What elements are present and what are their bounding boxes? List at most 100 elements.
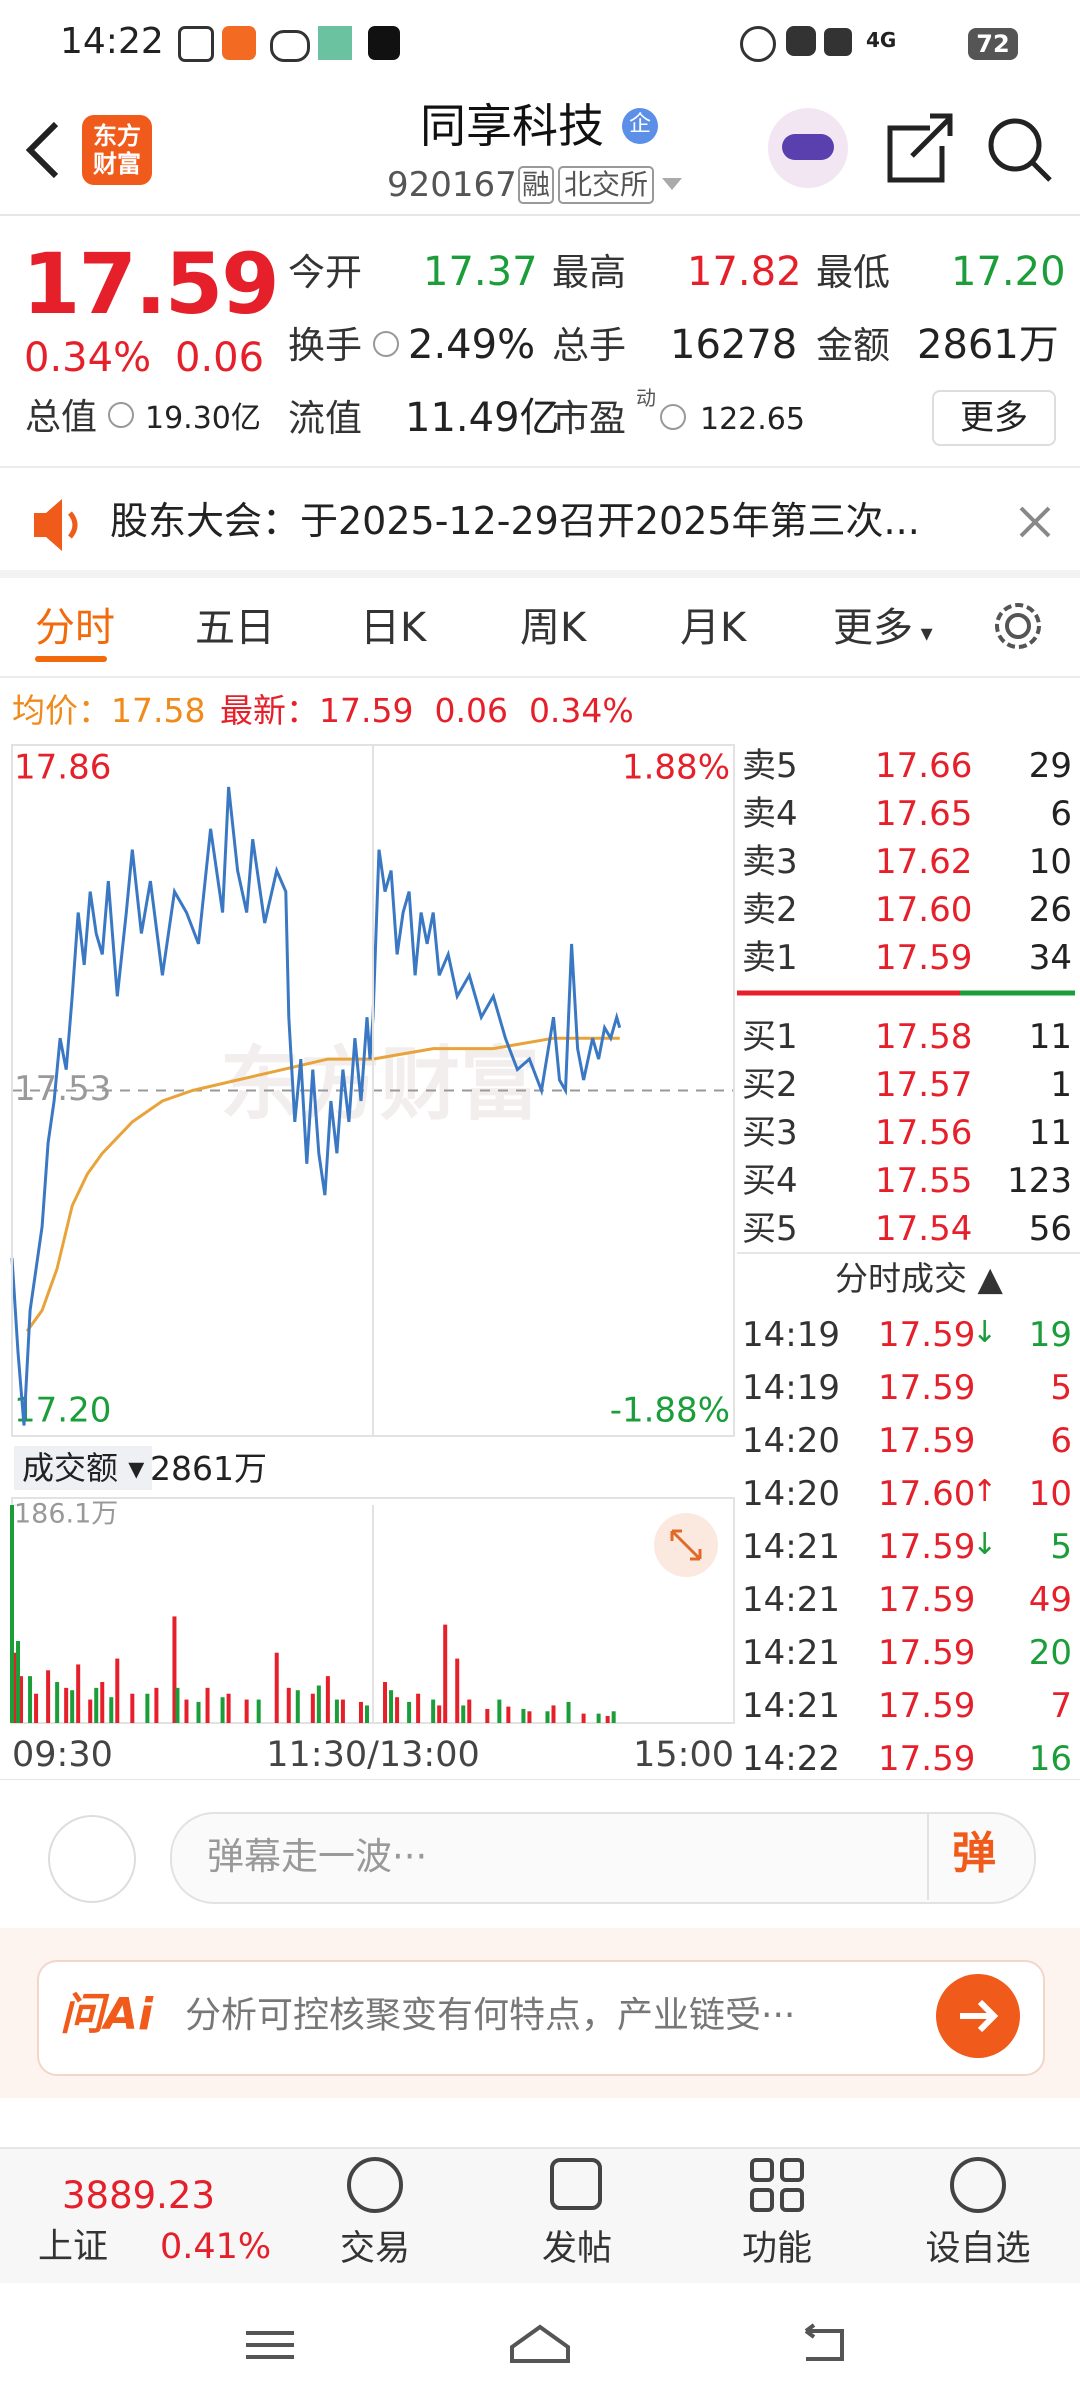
nav-item[interactable]: 交易	[339, 2229, 410, 2269]
home-key[interactable]	[510, 2324, 570, 2363]
share-icon[interactable]	[887, 113, 953, 183]
comment-icon[interactable]	[48, 1815, 136, 1903]
book-label: 买2	[742, 1065, 798, 1105]
volume-bar	[13, 1652, 18, 1723]
field-value: 2.49%	[408, 322, 536, 368]
expand-icon	[670, 1529, 702, 1561]
info-icon[interactable]	[108, 402, 134, 428]
book-price: 17.56	[875, 1113, 973, 1153]
back-icon[interactable]	[25, 121, 59, 179]
volume-bar	[455, 1658, 460, 1723]
volume-bar	[431, 1699, 436, 1723]
book-volume: 11	[1028, 1017, 1072, 1057]
index-value[interactable]: 3889.23	[62, 2174, 216, 2217]
volume-bar	[76, 1664, 81, 1723]
last-change-pct: 0.34%	[528, 691, 634, 730]
tab[interactable]: 月K	[680, 605, 747, 651]
info-icon[interactable]	[373, 331, 399, 357]
trade-price: 17.59	[878, 1633, 976, 1673]
speaker-icon	[34, 499, 78, 551]
last-value: 17.59	[319, 691, 414, 730]
volume-bar	[244, 1699, 249, 1723]
settings-icon[interactable]	[990, 598, 1046, 654]
func-icon	[780, 2188, 804, 2212]
tab[interactable]: 周K	[520, 605, 587, 651]
trade-price: 17.59	[878, 1686, 976, 1726]
volume-bar	[94, 1687, 99, 1723]
book-price: 17.59	[875, 938, 973, 978]
volume-bar	[310, 1693, 315, 1723]
ai-send[interactable]	[933, 1971, 1023, 2061]
trade-volume: 20	[1028, 1633, 1072, 1673]
tab[interactable]: 日K	[360, 605, 427, 651]
book-label: 卖1	[742, 938, 798, 978]
volume-bar	[485, 1708, 490, 1723]
trade-price: 17.60	[878, 1474, 976, 1514]
post-icon	[550, 2158, 602, 2210]
search-handle	[1031, 161, 1052, 182]
logo-bg	[82, 115, 152, 185]
volume-bar	[389, 1690, 394, 1723]
volume-bar	[34, 1693, 39, 1723]
trades-title: 分时成交 ▲	[835, 1259, 1003, 1298]
danmu-button[interactable]: 弹	[952, 1828, 996, 1879]
volume-bar	[196, 1701, 201, 1723]
y2-tick-label: -1.88%	[610, 1391, 730, 1431]
volume-bar	[443, 1624, 448, 1723]
close-icon[interactable]	[1015, 502, 1055, 542]
tab[interactable]: 分时	[35, 605, 115, 651]
volume-bar	[340, 1699, 345, 1723]
y-tick-label: 17.86	[14, 748, 111, 788]
book-label: 卖3	[742, 842, 798, 882]
nav-item[interactable]: 设自选	[925, 2229, 1031, 2269]
chart-area: 东方财富 17.86 17.53 17.20 1.88% -1.88% 186.1万 09:…	[0, 744, 1080, 1780]
more-button[interactable]: 更多	[932, 390, 1056, 446]
func-icon	[780, 2158, 804, 2182]
search-icon[interactable]	[988, 118, 1042, 172]
volume-bar	[596, 1713, 601, 1723]
index-name: 上证	[38, 2227, 109, 2267]
ai-card[interactable]	[37, 1960, 1045, 2076]
ai-prompt: 分析可控核聚变有何特点，产业链受···	[185, 1995, 796, 2036]
tag: 融	[518, 166, 555, 204]
book-label: 买3	[742, 1113, 798, 1153]
volume-total: 2861万	[150, 1449, 267, 1488]
volume-bar	[64, 1687, 69, 1723]
tab[interactable]: 五日	[195, 605, 275, 651]
info-icon[interactable]	[660, 404, 686, 430]
nav-item[interactable]: 发帖	[541, 2229, 612, 2269]
avg-label: 均价：17.58	[12, 694, 205, 727]
volume-bar	[566, 1701, 571, 1723]
volume-bar	[19, 1676, 24, 1723]
dropdown-icon[interactable]	[662, 178, 682, 190]
volume-bar	[316, 1685, 321, 1723]
book-volume: 10	[1028, 842, 1072, 882]
status-icons	[178, 26, 478, 62]
price-line	[25, 1036, 620, 1333]
notice-text[interactable]: 股东大会：于2025-12-29召开2025年第三次...	[110, 499, 920, 543]
book-volume: 26	[1028, 890, 1072, 930]
nav-item[interactable]: 功能	[741, 2229, 812, 2269]
book-label: 买1	[742, 1017, 798, 1057]
trades-title-text: 分时成交	[835, 1259, 967, 1298]
trade-time: 14:19	[742, 1315, 840, 1355]
back-key[interactable]	[804, 2323, 844, 2361]
trade-price: 17.59	[878, 1368, 976, 1408]
field-value: 11.49亿	[405, 395, 560, 441]
field-label: 今开	[288, 251, 362, 294]
logo-text: 东方财富	[93, 122, 141, 178]
comment-input[interactable]	[170, 1812, 1036, 1904]
volume-bar	[527, 1711, 532, 1723]
divider	[927, 1814, 929, 1900]
index-change: 0.41%	[160, 2227, 272, 2267]
trade-volume: 5	[1050, 1368, 1072, 1408]
volume-bar	[506, 1706, 511, 1723]
volume-selector[interactable]: 成交额 ▾	[14, 1446, 153, 1490]
book-label: 卖2	[742, 890, 798, 930]
trade-volume: 7	[1050, 1686, 1072, 1726]
book-price: 17.62	[875, 842, 973, 882]
tab[interactable]: 更多 ▾	[833, 605, 933, 651]
menu-key[interactable]	[246, 2331, 294, 2359]
volume-bar	[437, 1705, 442, 1723]
volume-bar	[16, 1641, 21, 1723]
